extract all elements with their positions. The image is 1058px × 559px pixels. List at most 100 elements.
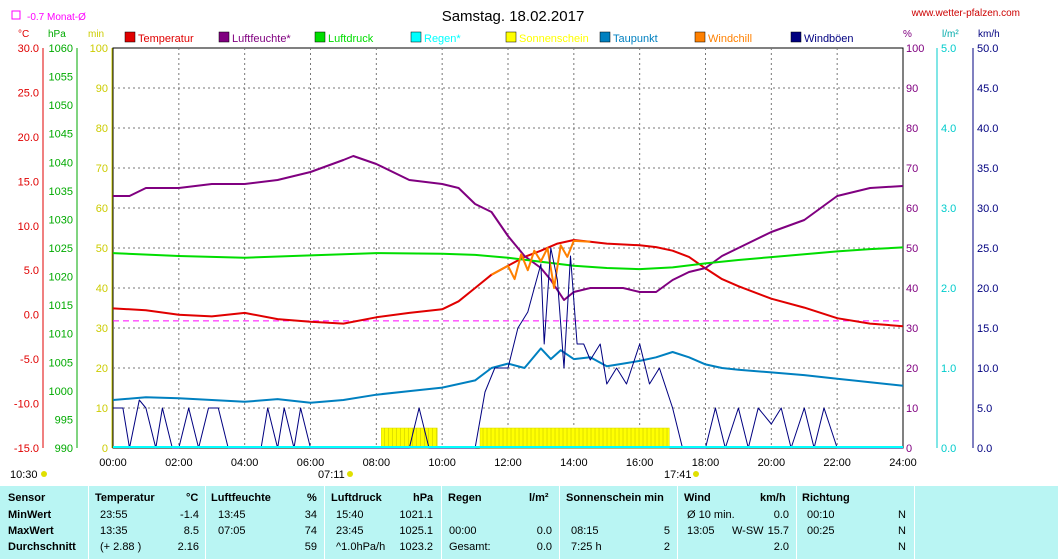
x-tick-label: 22:00: [823, 457, 851, 469]
stats-cell-wind-val: 2.0: [773, 541, 789, 553]
y-tick-label: 40.0: [977, 123, 998, 135]
col-divider: [914, 486, 915, 559]
legend-label: Temperatur: [138, 33, 194, 45]
grid: [113, 48, 903, 448]
stats-cell-dir-val: N: [898, 509, 906, 521]
stats-cell-dir-time: 00:25: [807, 525, 835, 537]
x-tick-label: 00:00: [99, 457, 127, 469]
y-tick-label: 1.0: [941, 363, 956, 375]
y-tick-label: 60: [906, 203, 918, 215]
y-tick-label: 1050: [49, 100, 73, 112]
stats-cell-hum-val: 59: [304, 541, 317, 553]
legend-label: Regen*: [424, 33, 461, 45]
stats-cell-rain-val: 0.0: [536, 541, 552, 553]
y-tick-label: 1040: [49, 157, 73, 169]
y-tick-label: 1035: [49, 186, 73, 198]
stats-cell-label: MaxWert: [8, 525, 54, 537]
stats-cell-label: Durchschnitt: [8, 541, 76, 553]
stats-cell-wind-val: 15.7: [767, 525, 789, 537]
legend-label: Sonnenschein: [519, 33, 589, 45]
stats-cell-sun-time: 7:25 h: [571, 541, 602, 553]
legend-label: Windchill: [708, 33, 752, 45]
stats-cell-temp-val: 2.16: [177, 541, 199, 553]
unit-temp: °C: [18, 29, 29, 40]
stats-cell-wind-time: 13:05: [687, 525, 715, 537]
stats-header-direction: Richtung: [802, 492, 850, 504]
stats-header-wind: Wind: [684, 492, 711, 504]
weather-chart: Samstag. 18.02.2017 www.wetter-pfalzen.c…: [10, 8, 1020, 481]
y-tick-label: 20: [96, 363, 108, 375]
stats-cell-temp-time: 23:55: [100, 509, 128, 521]
month-avg-marker-icon: [11, 10, 21, 20]
y-tick-label: 20.0: [18, 132, 39, 144]
y-tick-label: -5.0: [20, 354, 39, 366]
y-tick-label: 5.0: [977, 403, 992, 415]
legend-label: Taupunkt: [613, 33, 658, 45]
y-tick-label: 1020: [49, 272, 73, 284]
x-tick-label: 20:00: [758, 457, 786, 469]
legend-label: Luftdruck: [328, 33, 374, 45]
y-tick-label: -15.0: [14, 443, 39, 455]
legend-swatch: [505, 31, 517, 43]
stats-header-pressure: Luftdruck: [331, 492, 382, 504]
y-tick-label: 30.0: [18, 43, 39, 55]
x-tick-label: 24:00: [889, 457, 917, 469]
stats-cell-pres-time: 23:45: [336, 525, 364, 537]
y-tick-label: 80: [906, 123, 918, 135]
stats-header-rain-unit: l/m²: [529, 492, 549, 504]
y-tick-label: 5.0: [941, 43, 956, 55]
y-tick-label: 1060: [49, 43, 73, 55]
stats-header-sensor: Sensor: [8, 492, 46, 504]
stats-cell-rain-time: Gesamt:: [449, 541, 491, 553]
y-tick-label: 20.0: [977, 283, 998, 295]
legend-swatch: [410, 31, 422, 43]
stats-cell-temp-time: 13:35: [100, 525, 128, 537]
y-tick-label: 25.0: [18, 87, 39, 99]
stats-header-sunshine: Sonnenschein min: [566, 492, 664, 504]
col-divider: [324, 486, 325, 559]
series-lines: [112, 155, 904, 449]
legend-label: Windböen: [804, 33, 854, 45]
y-tick-label: 70: [96, 163, 108, 175]
stats-cell-sun-val: 2: [663, 541, 670, 553]
sunset-label: 17:41: [664, 469, 692, 481]
website-link[interactable]: www.wetter-pfalzen.com: [911, 8, 1020, 19]
x-tick-label: 08:00: [363, 457, 391, 469]
stats-cell-hum-val: 34: [304, 509, 317, 521]
y-tick-label: 90: [96, 83, 108, 95]
sunshine-bars: [381, 427, 670, 449]
stats-header-pressure-unit: hPa: [413, 492, 434, 504]
y-tick-label: 995: [55, 414, 73, 426]
y-tick-label: 100: [906, 43, 924, 55]
legend-swatch: [599, 31, 611, 43]
y-tick-label: 0.0: [941, 443, 956, 455]
y-tick-label: 4.0: [941, 123, 956, 135]
col-divider: [441, 486, 442, 559]
y-tick-label: 30: [906, 323, 918, 335]
sunshine-bar: [479, 427, 670, 449]
y-tick-label: 40: [906, 283, 918, 295]
y-tick-label: 0: [102, 443, 108, 455]
stats-table: Sensor Temperatur °C Luftfeuchte % Luftd…: [0, 486, 1058, 559]
legend-swatch: [694, 31, 706, 43]
legend-label: Luftfeuchte*: [232, 33, 291, 45]
stats-cell-rain-time: 00:00: [449, 525, 477, 537]
y-tick-label: 5.0: [24, 265, 39, 277]
stats-cell-label: MinWert: [8, 509, 52, 521]
y-tick-label: 70: [906, 163, 918, 175]
stats-header-humidity-unit: %: [307, 492, 317, 504]
stats-cell-pres-time: ^1.0hPa/h: [336, 541, 386, 553]
y-tick-label: 1055: [49, 72, 73, 84]
y-tick-label: 1005: [49, 357, 73, 369]
unit-sun: min: [88, 29, 104, 40]
unit-wind: km/h: [978, 29, 1000, 40]
series-line-luftdruck: [112, 246, 904, 271]
unit-percent: %: [903, 29, 912, 40]
y-tick-label: 10.0: [18, 221, 39, 233]
stats-cell-hum-time: 07:05: [218, 525, 246, 537]
stats-cell-pres-val: 1025.1: [399, 525, 433, 537]
col-divider: [205, 486, 206, 559]
y-tick-label: 50.0: [977, 43, 998, 55]
stats-cell-sun-time: 08:15: [571, 525, 599, 537]
